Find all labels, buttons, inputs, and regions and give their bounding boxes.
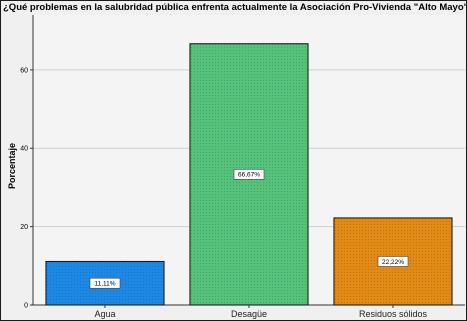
x-tick-label: Residuos sólidos xyxy=(359,309,428,319)
data-label-box xyxy=(89,277,121,289)
y-tick-label: 40 xyxy=(20,146,28,153)
data-label-box xyxy=(233,169,265,180)
chart-title: ¿Qué problemas en la salubridad pública … xyxy=(3,2,467,13)
y-tick-label: 60 xyxy=(20,67,28,74)
y-tick-label: 20 xyxy=(20,224,28,231)
data-label: 11,11% xyxy=(94,281,115,288)
y-axis-label: Porcentaje xyxy=(7,143,17,189)
y-tick-label: 0 xyxy=(24,303,28,310)
x-tick-label: Agua xyxy=(94,309,115,319)
x-tick-label: Desagüe xyxy=(231,309,267,319)
data-label: 22,22% xyxy=(382,259,404,266)
data-label: 66,67% xyxy=(238,172,260,179)
data-label-box xyxy=(377,256,409,267)
